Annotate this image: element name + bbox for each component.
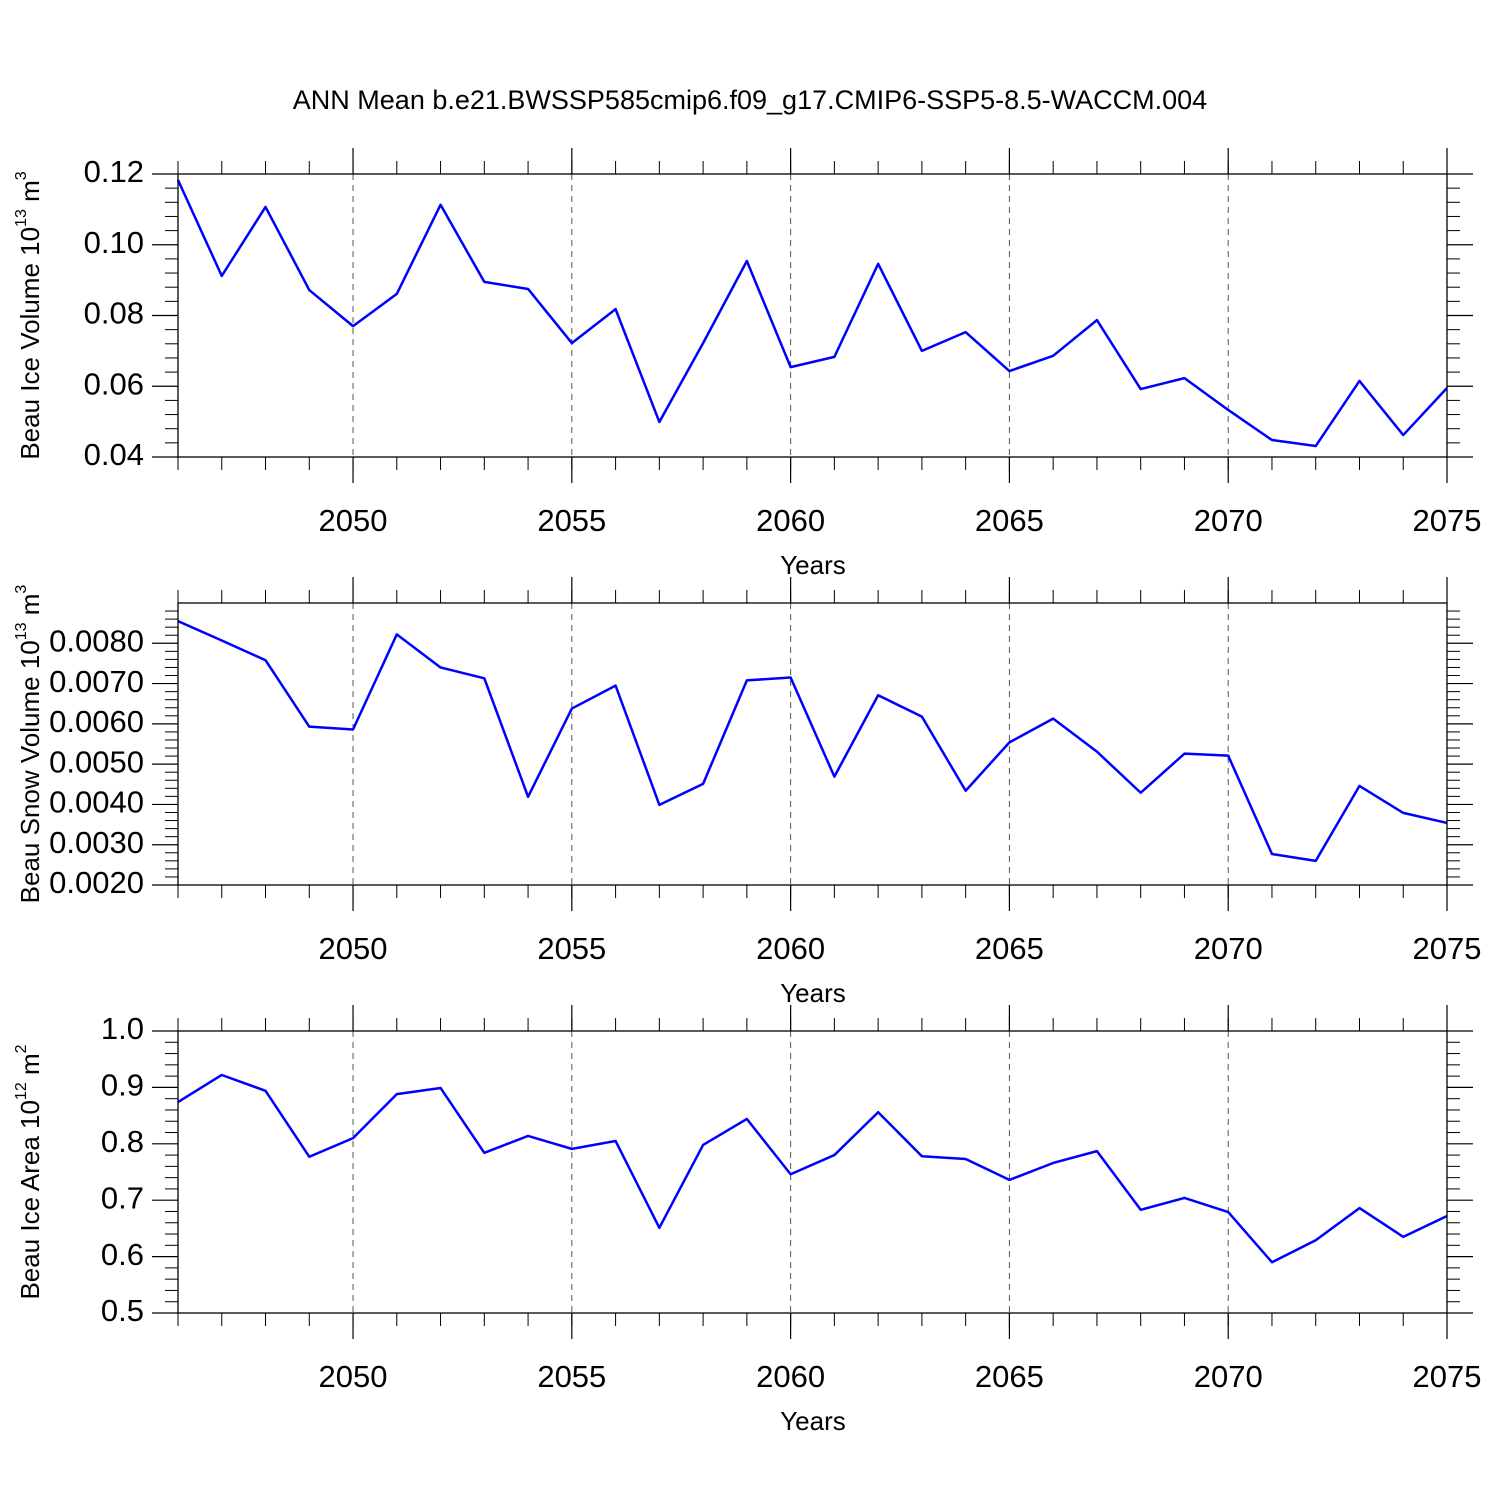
x-tick-label: 2065	[975, 931, 1044, 966]
y-axis-label-text: Beau Snow Volume 10	[15, 640, 45, 903]
x-tick-label: 2050	[319, 1359, 388, 1394]
x-tick-label: 2050	[319, 503, 388, 538]
y-tick-label: 0.9	[101, 1068, 144, 1103]
y-tick-label: 0.0060	[49, 704, 144, 739]
y-tick-label: 0.7	[101, 1180, 144, 1215]
y-axis-label-unit-exp: 3	[13, 585, 30, 594]
data-line	[176, 179, 1448, 448]
x-tick-label: 2065	[975, 1359, 1044, 1394]
y-tick-label: 0.12	[84, 154, 144, 189]
x-axis-label: Years	[780, 978, 846, 1008]
y-axis-label-unit: m	[15, 594, 45, 623]
y-tick-label: 0.8	[101, 1124, 144, 1159]
y-tick-label: 0.5	[101, 1293, 144, 1328]
x-tick-label: 2060	[756, 1359, 825, 1394]
x-tick-label: 2075	[1413, 503, 1482, 538]
y-tick-label: 0.0050	[49, 744, 144, 779]
y-tick-label: 0.0020	[49, 865, 144, 900]
chart-title: ANN Mean b.e21.BWSSP585cmip6.f09_g17.CMI…	[293, 85, 1207, 115]
y-tick-label: 0.0070	[49, 664, 144, 699]
plot-frame	[177, 602, 1448, 886]
y-tick-label: 0.0080	[49, 623, 144, 658]
y-axis-label-exp: 12	[13, 1082, 30, 1100]
x-tick-label: 2060	[756, 931, 825, 966]
x-axis-label: Years	[780, 550, 846, 580]
y-axis-label-unit: m	[15, 1053, 45, 1082]
x-tick-label: 2070	[1194, 503, 1263, 538]
x-tick-label: 2050	[319, 931, 388, 966]
data-line	[177, 619, 1448, 863]
y-tick-label: 0.0030	[49, 825, 144, 860]
x-tick-label: 2070	[1194, 931, 1263, 966]
y-axis-label: Beau Snow Volume 1013 m3	[13, 585, 45, 904]
x-tick-label: 2075	[1413, 1359, 1482, 1394]
data-line	[177, 1073, 1448, 1264]
y-axis-label-exp: 13	[13, 622, 30, 640]
y-tick-label: 0.0040	[49, 785, 144, 820]
x-tick-label: 2065	[975, 503, 1044, 538]
x-tick-label: 2075	[1413, 931, 1482, 966]
x-tick-label: 2055	[537, 931, 606, 966]
y-axis-label-exp: 13	[13, 209, 30, 227]
y-tick-label: 0.08	[84, 296, 144, 331]
y-axis-label: Beau Ice Volume 1013 m3	[13, 171, 45, 459]
y-axis-label-text: Beau Ice Area 10	[15, 1100, 45, 1299]
y-axis-label-text: Beau Ice Volume 10	[15, 227, 45, 460]
y-tick-label: 0.6	[101, 1237, 144, 1272]
y-axis-label-unit: m	[15, 180, 45, 209]
plot-frame	[177, 173, 1448, 458]
y-tick-label: 0.04	[84, 437, 144, 472]
x-tick-label: 2060	[756, 503, 825, 538]
x-axis-label: Years	[780, 1406, 846, 1436]
x-tick-label: 2055	[537, 1359, 606, 1394]
y-axis-label: Beau Ice Area 1012 m2	[13, 1044, 45, 1299]
y-tick-label: 0.06	[84, 366, 144, 401]
plot-frame	[177, 1030, 1448, 1314]
y-tick-label: 0.10	[84, 225, 144, 260]
y-axis-label-unit-exp: 3	[13, 171, 30, 180]
x-tick-label: 2055	[537, 503, 606, 538]
y-tick-label: 1.0	[101, 1011, 144, 1046]
x-tick-label: 2070	[1194, 1359, 1263, 1394]
y-axis-label-unit-exp: 2	[13, 1044, 30, 1053]
